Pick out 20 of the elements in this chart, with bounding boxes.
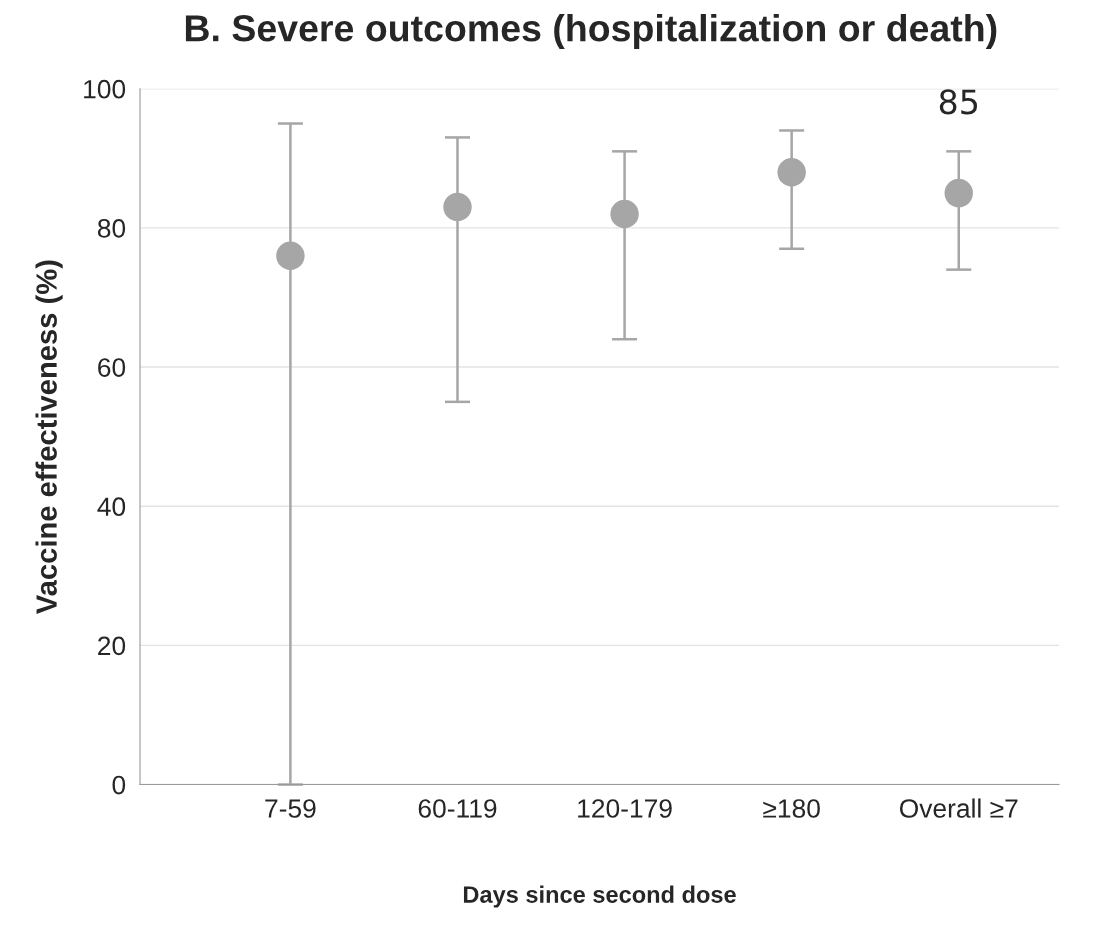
chart-title: B. Severe outcomes (hospitalization or death)	[185, 14, 997, 49]
point	[944, 178, 973, 208]
y-tick-label: 40	[97, 497, 126, 517]
y-tick-label: 0	[112, 775, 126, 795]
x-tick-label: Overall ≥7	[899, 798, 1018, 818]
point	[777, 158, 806, 187]
x-tick-label: 120-179	[578, 799, 672, 818]
x-axis-title: Days since second dose	[463, 885, 736, 908]
point	[610, 199, 639, 229]
point	[443, 192, 472, 222]
y-tick-label: 60	[98, 358, 126, 377]
data-label: 85	[939, 89, 978, 115]
x-tick-label: ≥180	[763, 799, 820, 818]
x-tick-label: 60-119	[418, 799, 497, 818]
x-tick-label: 7-59	[265, 799, 316, 818]
point	[276, 241, 305, 270]
y-tick-label: 100	[84, 79, 126, 99]
y-tick-label: 20	[98, 636, 126, 656]
y-tick-label: 80	[97, 219, 126, 238]
y-axis-title: Vaccine effectiveness (%)	[35, 260, 63, 614]
